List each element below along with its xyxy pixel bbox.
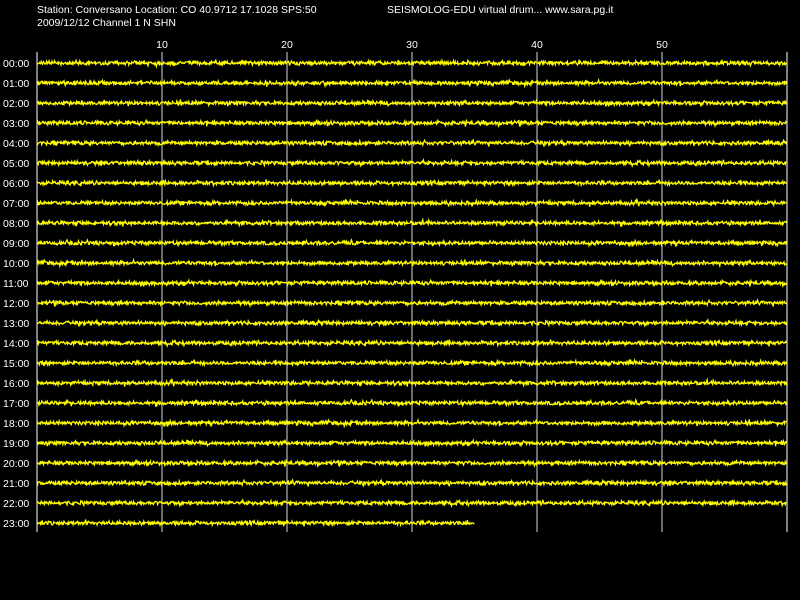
trace-2200 xyxy=(36,497,787,508)
trace-2300 xyxy=(36,518,475,528)
trace-1900 xyxy=(36,438,788,449)
app-title: SEISMOLOG-EDU virtual drum... www.sara.p… xyxy=(387,4,614,16)
row-label: 16:00 xyxy=(3,378,29,390)
trace-0200 xyxy=(36,98,787,109)
row-label: 23:00 xyxy=(3,518,29,530)
row-label: 02:00 xyxy=(3,98,29,110)
trace-0800 xyxy=(36,217,788,228)
row-label: 13:00 xyxy=(3,318,29,330)
trace-1000 xyxy=(36,257,787,269)
trace-0500 xyxy=(36,157,787,168)
grid xyxy=(36,52,788,532)
row-label: 12:00 xyxy=(3,298,29,310)
trace-0300 xyxy=(36,118,787,128)
station-info: Station: Conversano Location: CO 40.9712… xyxy=(37,4,317,16)
row-label: 22:00 xyxy=(3,498,29,510)
trace-0600 xyxy=(36,178,787,188)
trace-2000 xyxy=(37,458,788,468)
trace-1400 xyxy=(36,338,787,348)
trace-1100 xyxy=(36,278,787,288)
trace-0700 xyxy=(36,197,787,208)
trace-0400 xyxy=(36,138,788,148)
row-label: 09:00 xyxy=(3,238,29,250)
x-tick-label: 20 xyxy=(281,39,293,51)
trace-1300 xyxy=(36,317,788,328)
x-tick-label: 30 xyxy=(406,39,418,51)
row-label: 10:00 xyxy=(3,258,29,270)
row-label: 21:00 xyxy=(3,478,29,490)
row-labels: 00:00 01:00 02:00 03:00 04:00 05:00 06:00 07:00… xyxy=(3,58,29,530)
row-label: 05:00 xyxy=(3,158,29,170)
row-label: 14:00 xyxy=(3,338,29,350)
row-label: 06:00 xyxy=(3,178,29,190)
row-label: 08:00 xyxy=(3,218,29,230)
x-tick-label: 40 xyxy=(531,39,543,51)
x-tick-label: 50 xyxy=(656,39,668,51)
trace-1200 xyxy=(36,298,787,308)
row-label: 00:00 xyxy=(3,58,29,70)
x-tick-label: 10 xyxy=(156,39,168,51)
row-label: 11:00 xyxy=(3,278,29,290)
x-tick-labels: 10 20 30 40 50 xyxy=(156,39,668,51)
row-label: 15:00 xyxy=(3,358,29,370)
trace-1700 xyxy=(36,398,788,408)
row-label: 04:00 xyxy=(3,138,29,150)
trace-1800 xyxy=(36,417,787,429)
trace-0900 xyxy=(36,238,788,248)
traces xyxy=(36,58,788,528)
row-label: 19:00 xyxy=(3,438,29,450)
date-channel-info: 2009/12/12 Channel 1 N SHN xyxy=(37,17,176,29)
row-label: 18:00 xyxy=(3,418,29,430)
trace-0000 xyxy=(36,58,787,69)
row-label: 20:00 xyxy=(3,458,29,470)
trace-0100 xyxy=(36,77,788,89)
row-label: 01:00 xyxy=(3,78,29,90)
row-label: 17:00 xyxy=(3,398,29,410)
row-label: 07:00 xyxy=(3,198,29,210)
trace-1600 xyxy=(36,377,788,388)
row-label: 03:00 xyxy=(3,118,29,130)
trace-2100 xyxy=(36,478,788,488)
trace-1500 xyxy=(36,358,788,368)
